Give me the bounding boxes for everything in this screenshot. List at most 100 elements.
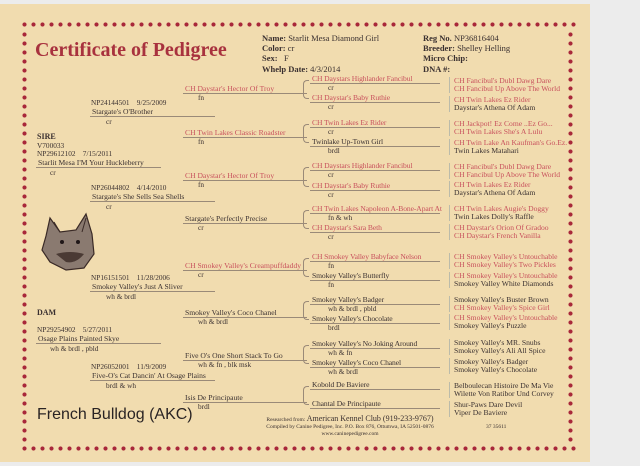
- gen3-color: brdl: [198, 402, 210, 411]
- name-label: Name:: [262, 33, 287, 43]
- sex-label: Sex:: [262, 53, 278, 63]
- parent-label: DAM: [37, 308, 57, 317]
- gen5-name: Wilette Von Ratibor Und Corvey: [449, 390, 554, 398]
- dog-name: Starlit Mesa Diamond Girl: [288, 33, 380, 43]
- parent-reg: NP29254902 5/27/2011: [37, 325, 113, 334]
- gen4-name: CH Smokey Valley Babyface Nelson: [310, 252, 440, 262]
- footer: Researched from: American Kennel Club (9…: [240, 415, 460, 438]
- gen5-name: CH Daystar's French Vanilla: [449, 232, 541, 240]
- gen5-name: CH Smokey Valley's Two Pickles: [449, 261, 556, 269]
- gen5-name: CH Twin Lakes She's A Lulu: [449, 128, 542, 136]
- gen3-name: CH Daystar's Hector Of Troy: [183, 84, 307, 94]
- gen5-name: Daystar's Athena Of Adam: [449, 104, 535, 112]
- gen5-name: CH Twin Lakes Ez Rider: [449, 181, 531, 189]
- gen5-name: Twin Lakes Matahari: [449, 147, 519, 155]
- parent-color: wh & brdl , pbld: [50, 344, 99, 353]
- dog-color: cr: [287, 43, 295, 53]
- parent-label: SIRE: [37, 132, 56, 141]
- gen4-name: Twinlake Up-Town Girl: [310, 137, 440, 147]
- gen4-color: fn & wh: [328, 213, 353, 222]
- gen5-name: Shur-Paws Dare Devil: [449, 401, 522, 409]
- gen3-color: cr: [198, 223, 204, 232]
- gen3-color: fn: [198, 137, 205, 146]
- bracket-icon: [303, 80, 309, 99]
- gen4-color: wh & brdl , pbld: [328, 304, 377, 313]
- gen5-name: Smokey Valley's Chocolate: [449, 366, 537, 374]
- gen4-color: cr: [328, 83, 334, 92]
- gen5-name: Daystar's Athena Of Adam: [449, 189, 535, 197]
- breeder-label: Breeder:: [423, 43, 455, 53]
- gen4-name: Smokey Valley's Chocolate: [310, 314, 440, 324]
- dna-label: DNA #:: [423, 64, 451, 74]
- bracket-icon: [303, 301, 309, 320]
- gen4-color: fn: [328, 280, 335, 289]
- gen5-name: Belboulecan Histoire De Ma Vie: [449, 382, 553, 390]
- grandparent-reg: NP26044802 4/14/2010: [91, 183, 167, 192]
- gen5-name: Smokey Valley's Badger: [449, 358, 528, 366]
- gen5-name: CH Twin Lakes Ez Rider: [449, 96, 531, 104]
- gen4-name: CH Daystar's Baby Ruthie: [310, 93, 440, 103]
- gen3-name: Five O's One Short Stack To Go: [183, 351, 307, 361]
- gen4-color: cr: [328, 127, 334, 136]
- researched-source: American Kennel Club (919-233-9767): [306, 414, 434, 423]
- gen5-name: CH Fancibul Up Above The World: [449, 85, 560, 93]
- paw-border-left: [20, 30, 29, 444]
- gen5-name: CH Fancibul Up Above The World: [449, 171, 560, 179]
- gen3-name: CH Daystar's Hector Of Troy: [183, 171, 307, 181]
- gen5-name: Smokey Valley's MR. Snubs: [449, 339, 540, 347]
- gen5-name: Viper De Baviere: [449, 409, 507, 417]
- gen4-name: CH Twin Lakes Ez Rider: [310, 118, 440, 128]
- french-bulldog-illustration: [41, 212, 95, 271]
- gen4-name: CH Daystar's Sara Beth: [310, 223, 440, 233]
- gen4-name: CH Daystars Highlander Fancibul: [310, 74, 440, 84]
- bracket-icon: [303, 345, 309, 364]
- gen3-name: CH Smokey Valley's Creampuffdaddy: [183, 261, 307, 271]
- gen3-color: fn: [198, 180, 205, 189]
- grandparent-color: cr: [106, 202, 112, 211]
- grandparent-name: Smokey Valley's Just A Sliver: [90, 282, 215, 292]
- bracket-icon: [303, 124, 309, 143]
- paw-border-bottom: [20, 444, 576, 453]
- grandparent-name: Stargate's O'Brother: [90, 107, 215, 117]
- gen4-color: cr: [328, 170, 334, 179]
- compiled-by: Compiled by Canine Pedigree, Inc. P.O. B…: [266, 424, 434, 430]
- gen5-name: CH Smokey Valley's Untouchable: [449, 272, 558, 280]
- grandparent-name: Five-O's Cat Dancin' At Osage Plains: [90, 371, 215, 381]
- grandparent-color: brdl & wh: [106, 381, 136, 390]
- parent-extra-id: V700033: [37, 141, 65, 150]
- gen5-name: CH Jackpot! Ez Come ..Ez Go...: [449, 120, 553, 128]
- certificate-title: Certificate of Pedigree: [35, 39, 227, 61]
- whelp-label: Whelp Date:: [262, 64, 309, 74]
- paw-border-top: [20, 20, 576, 29]
- grandparent-color: cr: [106, 117, 112, 126]
- parent-color: cr: [50, 168, 56, 177]
- gen5-name: CH Daystar's Orion Of Gradoo: [449, 224, 549, 232]
- gen3-name: CH Twin Lakes Classic Roadster: [183, 128, 307, 138]
- gen4-color: cr: [328, 190, 334, 199]
- gen4-name: CH Daystars Highlander Fancibul: [310, 161, 440, 171]
- gen3-name: Stargate's Perfectly Precise: [183, 214, 307, 224]
- gen4-name: CH Daystar's Baby Ruthie: [310, 181, 440, 191]
- gen5-name: CH Twin Lake An Kaufman's Go.Ez.: [449, 139, 567, 147]
- gen3-color: wh & fn , blk msk: [198, 360, 252, 369]
- microchip-label: Micro Chip:: [423, 53, 468, 63]
- gen4-name: Smokey Valley's Butterfly: [310, 271, 440, 281]
- gen5-name: CH Fancibul's Dubl Dawg Dare: [449, 163, 551, 171]
- breeder: Shelley Helling: [457, 43, 511, 53]
- gen4-name: Kobold De Baviere: [310, 380, 440, 390]
- gen4-name: Smokey Valley's Coco Chanel: [310, 358, 440, 368]
- gen3-color: wh & brdl: [198, 317, 228, 326]
- gen3-name: Smokey Valley's Coco Chanel: [183, 308, 307, 318]
- reg-label: Reg No.: [423, 33, 452, 43]
- gen4-name: Smokey Valley's Badger: [310, 295, 440, 305]
- gen5-name: Twin Lakes Dolly's Raffle: [449, 213, 534, 221]
- parent-reg: NP29612102 7/15/2011: [37, 149, 113, 158]
- gen4-color: cr: [328, 232, 334, 241]
- reg-number: NP36816404: [453, 33, 499, 43]
- dog-sex: F: [283, 53, 289, 63]
- color-label: Color:: [262, 43, 286, 53]
- bracket-icon: [303, 258, 309, 277]
- gen4-color: wh & fn: [328, 348, 353, 357]
- bracket-icon: [303, 210, 309, 229]
- gen4-color: brdl: [328, 146, 340, 155]
